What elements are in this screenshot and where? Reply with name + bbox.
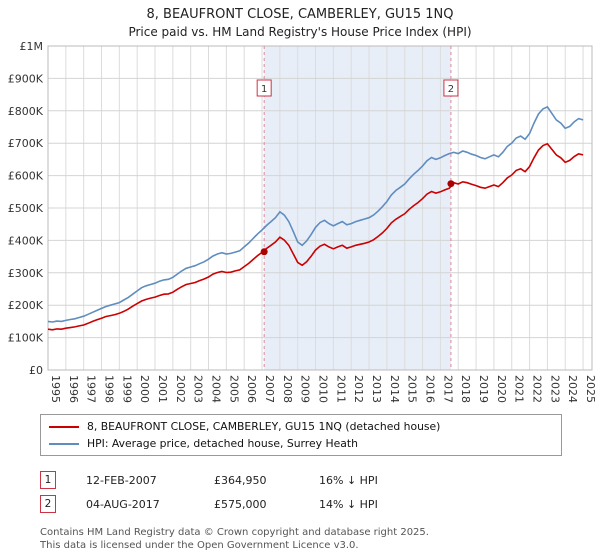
svg-text:2023: 2023 (548, 375, 561, 403)
svg-text:2001: 2001 (156, 375, 169, 403)
page-title: 8, BEAUFRONT CLOSE, CAMBERLEY, GU15 1NQ (146, 7, 454, 22)
svg-text:2003: 2003 (192, 375, 205, 403)
svg-text:2009: 2009 (299, 375, 312, 403)
svg-text:£500K: £500K (8, 202, 44, 215)
chart-header: 8, BEAUFRONT CLOSE, CAMBERLEY, GU15 1NQ … (0, 0, 600, 40)
legend-item-hpi: HPI: Average price, detached house, Surr… (49, 435, 553, 452)
svg-text:1995: 1995 (49, 375, 62, 403)
svg-text:1: 1 (261, 84, 267, 95)
legend-item-price-paid: 8, BEAUFRONT CLOSE, CAMBERLEY, GU15 1NQ … (49, 418, 553, 435)
sale-2-date: 04-AUG-2017 (86, 497, 160, 511)
license-footer: Contains HM Land Registry data © Crown c… (40, 526, 600, 552)
svg-text:2004: 2004 (210, 375, 223, 403)
svg-text:£900K: £900K (8, 72, 44, 85)
sale-1-marker-box: 1 (40, 471, 56, 489)
sale-1-vs-hpi: 16% ↓ HPI (319, 473, 378, 487)
svg-text:2008: 2008 (281, 375, 294, 403)
svg-text:2010: 2010 (317, 375, 330, 403)
svg-text:£400K: £400K (8, 234, 44, 247)
svg-text:£1M: £1M (20, 40, 44, 53)
svg-text:£800K: £800K (8, 105, 44, 118)
svg-text:£300K: £300K (8, 267, 44, 280)
sale-row-1: 1 12-FEB-2007 £364,950 16% ↓ HPI (40, 468, 600, 492)
svg-text:2015: 2015 (406, 375, 419, 403)
footer-line-2: This data is licensed under the Open Gov… (40, 540, 359, 551)
svg-text:2005: 2005 (227, 375, 240, 403)
svg-text:2014: 2014 (388, 375, 401, 403)
svg-text:£200K: £200K (8, 299, 44, 312)
svg-text:£700K: £700K (8, 137, 44, 150)
svg-text:£0: £0 (29, 364, 43, 377)
svg-text:2012: 2012 (352, 375, 365, 403)
svg-text:2002: 2002 (174, 375, 187, 403)
sale-1-date: 12-FEB-2007 (86, 473, 157, 487)
sale-annotations: 1 12-FEB-2007 £364,950 16% ↓ HPI 2 04-AU… (40, 468, 600, 516)
svg-text:1999: 1999 (120, 375, 133, 403)
sale-2-vs-hpi: 14% ↓ HPI (319, 497, 378, 511)
footer-line-1: Contains HM Land Registry data © Crown c… (40, 527, 429, 538)
svg-text:2000: 2000 (138, 375, 151, 403)
svg-text:2013: 2013 (370, 375, 383, 403)
svg-text:1997: 1997 (85, 375, 98, 403)
svg-text:2024: 2024 (566, 375, 579, 403)
price-chart: 1 2 £0 £100K £200K £300K £400K £500K £600K £700K £… (8, 40, 597, 403)
svg-text:£600K: £600K (8, 170, 44, 183)
legend-label-price-paid: 8, BEAUFRONT CLOSE, CAMBERLEY, GU15 1NQ … (87, 420, 441, 433)
svg-text:1996: 1996 (67, 375, 80, 403)
svg-text:2: 2 (448, 84, 454, 95)
chart-legend: 8, BEAUFRONT CLOSE, CAMBERLEY, GU15 1NQ … (40, 414, 562, 456)
svg-text:1998: 1998 (103, 375, 116, 403)
svg-text:2011: 2011 (334, 375, 347, 403)
svg-text:2021: 2021 (513, 375, 526, 403)
sale-2-marker-box: 2 (40, 495, 56, 513)
sale-1-price: £364,950 (214, 473, 267, 487)
svg-text:2022: 2022 (531, 375, 544, 403)
legend-label-hpi: HPI: Average price, detached house, Surr… (87, 437, 358, 450)
price-paid-line-swatch (49, 425, 79, 428)
sale-2-price: £575,000 (214, 497, 267, 511)
svg-text:2025: 2025 (584, 375, 597, 403)
svg-text:2019: 2019 (477, 375, 490, 403)
hpi-line-swatch (49, 442, 79, 445)
svg-text:2018: 2018 (459, 375, 472, 403)
page-subtitle: Price paid vs. HM Land Registry's House … (128, 25, 472, 39)
svg-text:2017: 2017 (441, 375, 454, 403)
svg-text:2007: 2007 (263, 375, 276, 403)
svg-text:£100K: £100K (8, 332, 44, 345)
sale-row-2: 2 04-AUG-2017 £575,000 14% ↓ HPI (40, 492, 600, 516)
svg-text:2016: 2016 (424, 375, 437, 403)
svg-text:2020: 2020 (495, 375, 508, 403)
svg-text:2006: 2006 (245, 375, 258, 403)
